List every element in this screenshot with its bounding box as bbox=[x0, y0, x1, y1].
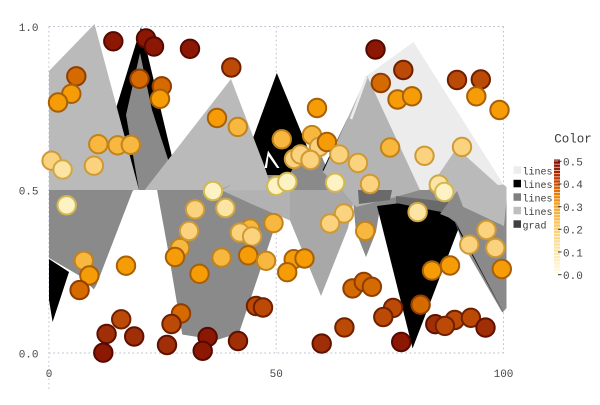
svg-text:50: 50 bbox=[270, 369, 283, 381]
svg-text:Color: Color bbox=[554, 133, 592, 147]
svg-text:0: 0 bbox=[46, 369, 53, 381]
svg-text:grad: grad bbox=[523, 221, 547, 233]
svg-text:0.2: 0.2 bbox=[563, 226, 583, 238]
svg-text:lines: lines bbox=[523, 167, 553, 179]
svg-text:0.4: 0.4 bbox=[563, 180, 583, 192]
svg-text:lines: lines bbox=[523, 180, 553, 192]
svg-text:0.0: 0.0 bbox=[19, 350, 39, 362]
svg-text:100: 100 bbox=[494, 369, 514, 381]
svg-text:0.5: 0.5 bbox=[563, 158, 583, 170]
svg-text:0.3: 0.3 bbox=[563, 203, 583, 215]
svg-text:lines: lines bbox=[523, 194, 553, 206]
svg-text:0.0: 0.0 bbox=[563, 271, 583, 283]
svg-text:lines: lines bbox=[523, 207, 553, 219]
svg-text:0.5: 0.5 bbox=[19, 187, 39, 199]
svg-text:1.0: 1.0 bbox=[19, 23, 39, 35]
svg-text:0.1: 0.1 bbox=[563, 248, 583, 260]
